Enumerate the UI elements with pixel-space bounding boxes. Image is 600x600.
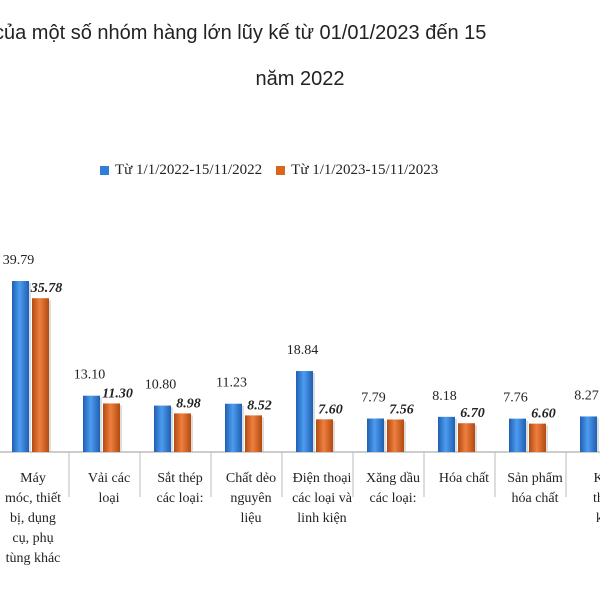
category-label: thườ	[593, 491, 600, 506]
category-label: móc, thiết	[5, 491, 61, 506]
bar-series-2	[316, 419, 333, 452]
category-label: Vải các	[88, 471, 130, 486]
data-label-series-1: 8.27	[574, 388, 599, 403]
data-label-series-1: 10.80	[145, 378, 177, 393]
bar-series-2	[174, 413, 191, 452]
bar-series-1	[438, 416, 455, 452]
bar-series-1	[83, 395, 100, 452]
category-label: các loại:	[156, 491, 203, 506]
bar-series-1	[12, 281, 29, 452]
category-label: nguyên	[230, 491, 271, 506]
data-label-series-1: 18.84	[287, 343, 319, 358]
bar-series-1	[154, 405, 171, 452]
legend-item-series-2: Từ 1/1/2023-15/11/2023	[276, 162, 438, 179]
data-label-series-1: 7.79	[361, 391, 386, 406]
data-label-series-1: 13.10	[74, 368, 106, 383]
category-label: tùng khác	[6, 551, 61, 566]
data-label-series-2: 8.52	[247, 398, 272, 413]
bar-series-2	[529, 423, 546, 452]
category-label: Sắt thép	[157, 471, 203, 486]
legend-swatch-series-1	[100, 165, 109, 175]
category-label: Chất dẻo	[226, 471, 276, 486]
legend-swatch-series-2	[276, 165, 286, 175]
category-label: Sản phẩm	[507, 471, 563, 486]
legend-label-series-2: Từ 1/1/2023-15/11/2023	[291, 161, 439, 178]
data-label-series-2: 11.30	[102, 386, 133, 401]
category-label: Máy	[20, 471, 46, 486]
bar-series-2	[387, 419, 404, 452]
category-label: Xăng dầu	[366, 471, 420, 486]
data-label-series-1: 7.76	[503, 391, 528, 406]
category-label: các loại:	[369, 491, 416, 506]
data-label-series-2: 6.60	[531, 407, 556, 422]
bar-series-1	[225, 403, 242, 452]
category-label: Điện thoại	[293, 471, 352, 486]
legend-label-series-1: Từ 1/1/2022-15/11/2022	[115, 161, 263, 178]
data-label-series-2: 7.56	[389, 403, 414, 418]
bar-series-2	[245, 415, 262, 452]
bar-series-2	[32, 298, 49, 452]
category-label: hóa chất	[511, 491, 558, 506]
category-label: linh kiện	[297, 511, 346, 526]
category-label: các loại và	[292, 491, 353, 506]
bar-series-1	[580, 416, 597, 452]
bar-series-1	[296, 371, 313, 452]
data-label-series-2: 7.60	[318, 402, 343, 417]
category-label: liệu	[241, 511, 262, 526]
data-label-series-2: 6.70	[460, 406, 485, 421]
category-label: bị, dụng	[10, 511, 56, 526]
data-label-series-1: 39.79	[3, 253, 35, 268]
chart-title: của một số nhóm hàng lớn lũy kế từ 01/01…	[0, 22, 487, 44]
data-label-series-1: 11.23	[216, 376, 247, 391]
bar-series-1	[509, 418, 526, 452]
data-label-series-2: 35.78	[30, 281, 63, 296]
category-label: cụ, phụ	[12, 531, 53, 546]
category-label: khá	[596, 511, 600, 526]
data-label-series-1: 8.18	[432, 389, 457, 404]
bar-series-2	[458, 423, 475, 452]
data-label-series-2: 8.98	[176, 396, 201, 411]
category-label: Kim	[594, 471, 600, 486]
bar-series-1	[367, 418, 384, 452]
category-label: loại	[99, 491, 120, 506]
chart-subtitle: năm 2022	[255, 68, 345, 90]
category-label: Hóa chất	[439, 471, 489, 486]
bar-series-2	[103, 403, 120, 452]
legend-item-series-1: Từ 1/1/2022-15/11/2022	[100, 162, 262, 179]
legend: Từ 1/1/2022-15/11/2022 Từ 1/1/2023-15/11…	[100, 160, 438, 180]
